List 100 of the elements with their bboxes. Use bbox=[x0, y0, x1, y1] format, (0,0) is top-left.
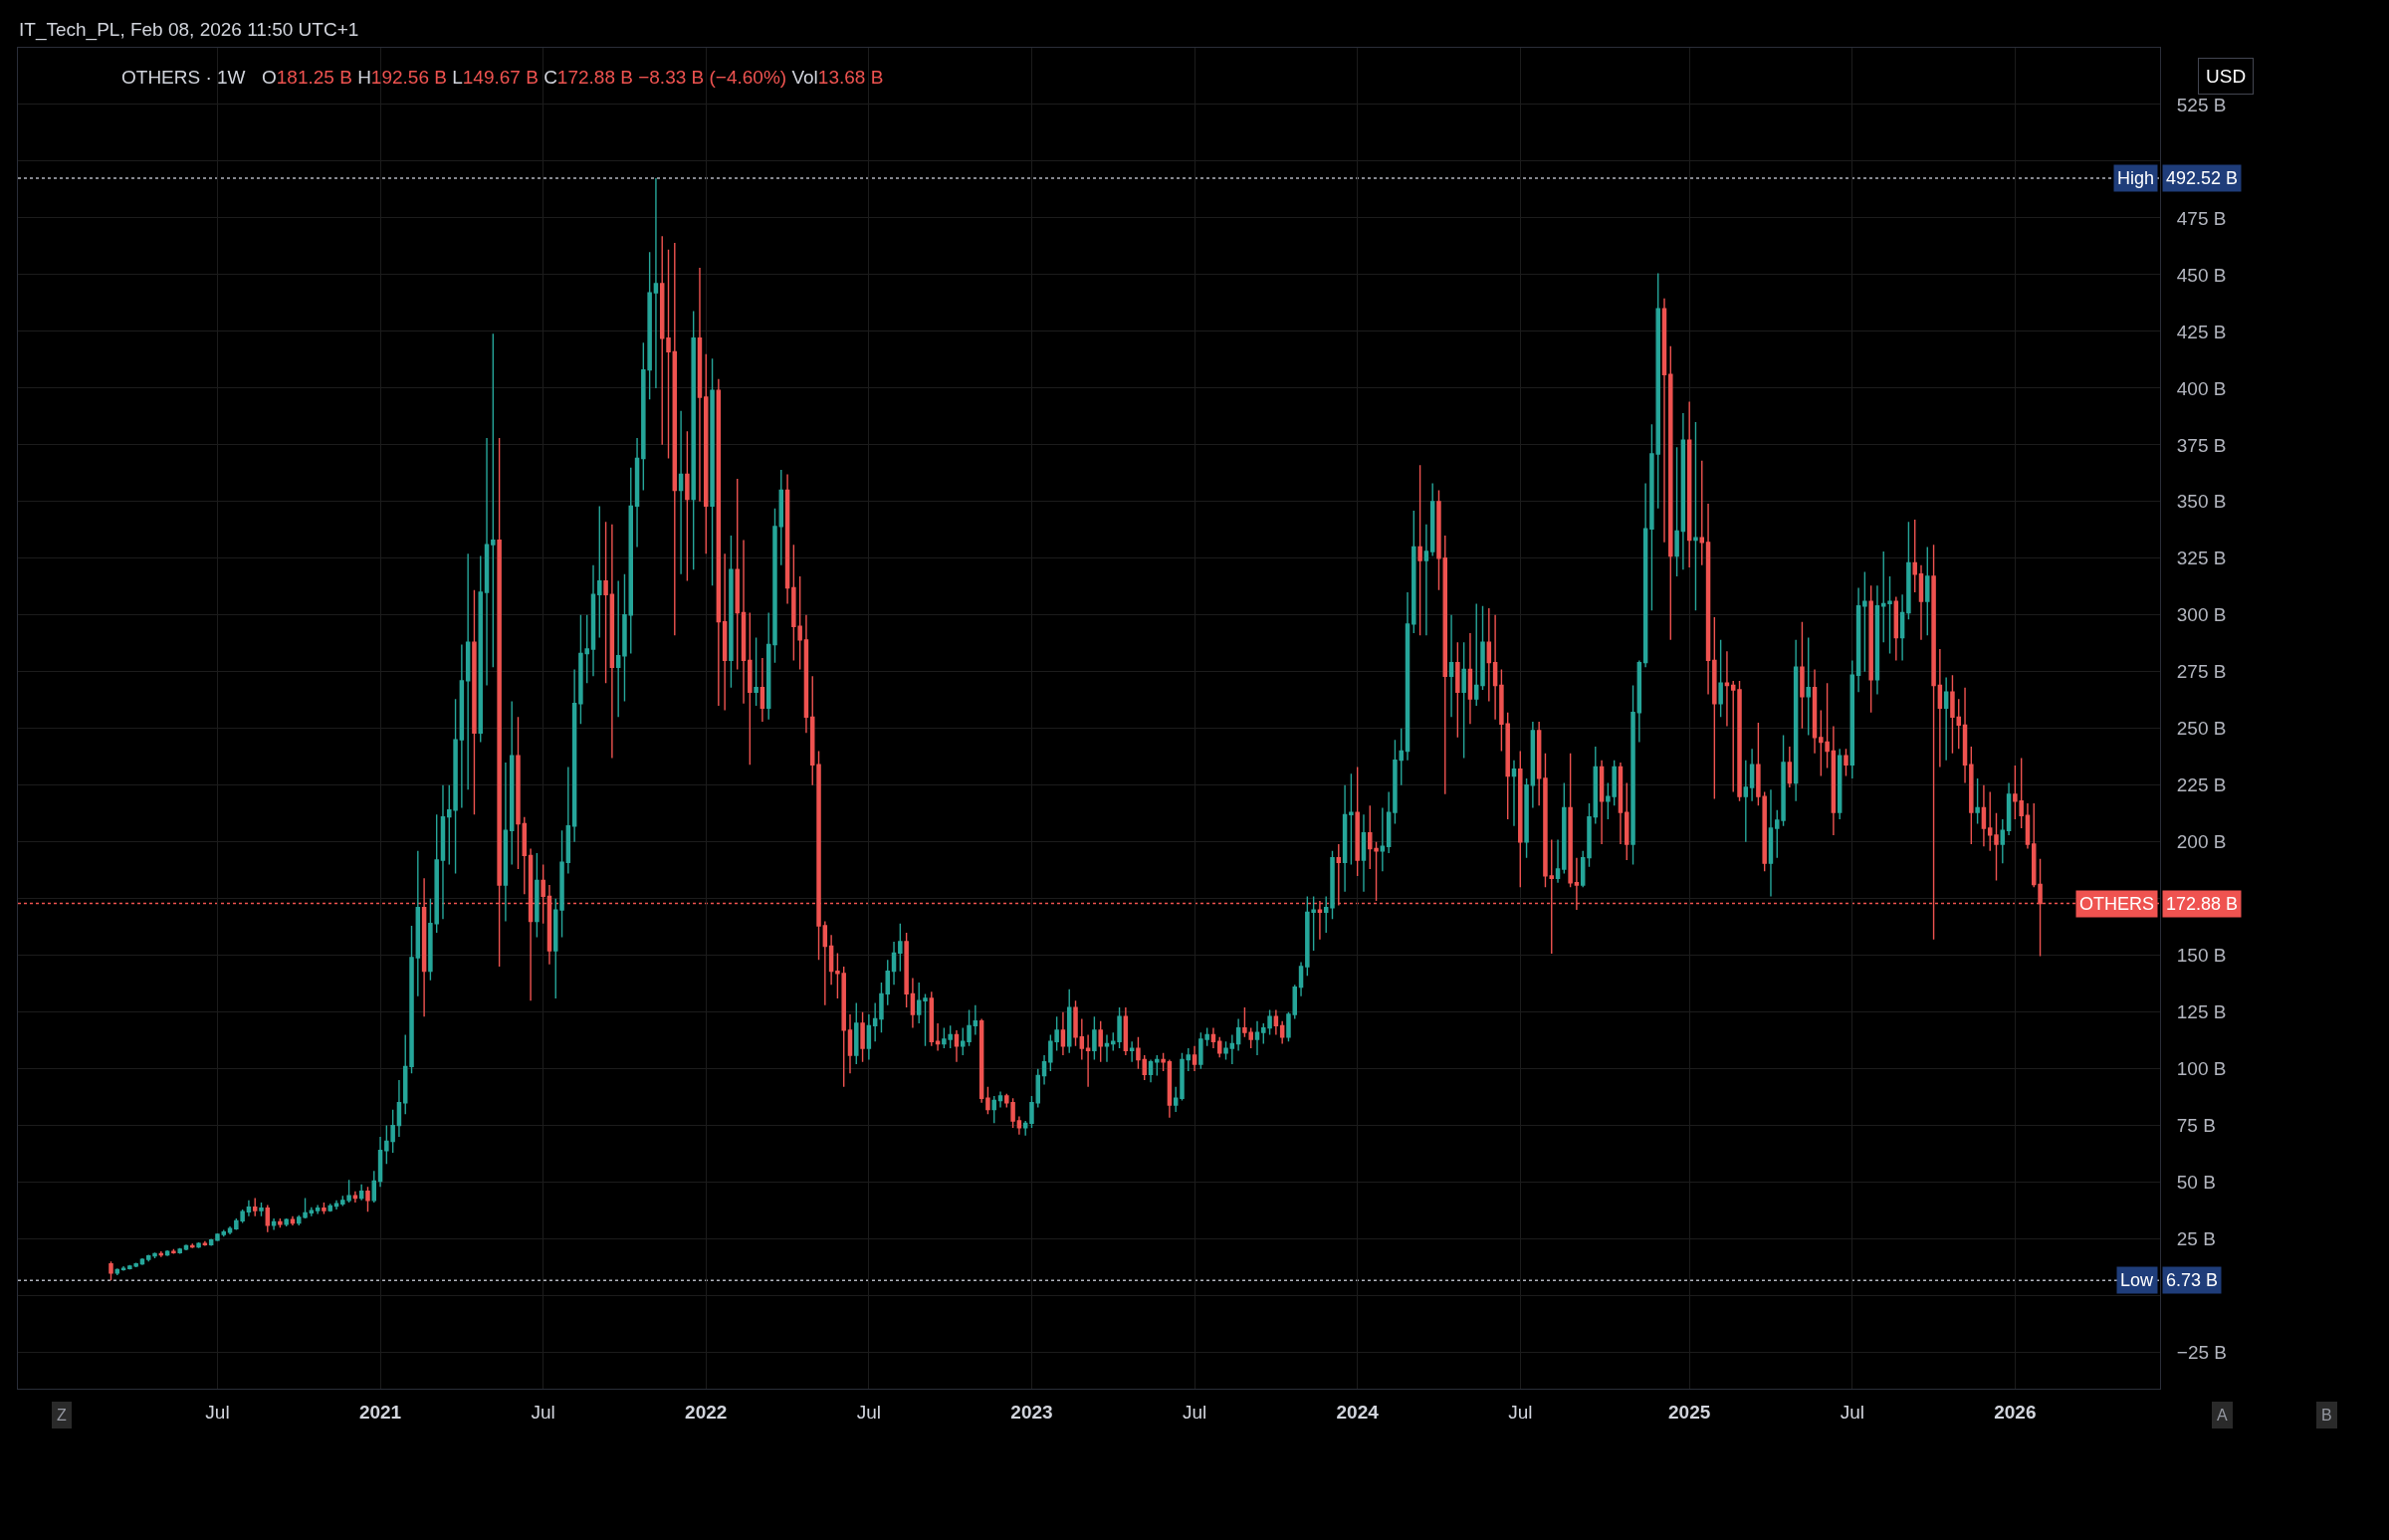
candlestick bbox=[1937, 648, 1943, 769]
candlestick bbox=[666, 249, 671, 460]
candlestick bbox=[516, 716, 521, 870]
candlestick bbox=[609, 523, 615, 760]
candlestick bbox=[691, 310, 696, 570]
candlestick bbox=[371, 1170, 377, 1204]
candlestick bbox=[559, 829, 564, 939]
candlestick bbox=[278, 1217, 283, 1228]
candlestick bbox=[252, 1197, 258, 1217]
candlestick bbox=[1092, 1015, 1097, 1061]
candlestick bbox=[1448, 614, 1454, 719]
y-tick-label: 200 B bbox=[2176, 831, 2227, 853]
candlestick bbox=[904, 932, 909, 1008]
y-tick-label: 250 B bbox=[2176, 718, 2227, 740]
candlestick bbox=[628, 466, 633, 655]
candlestick bbox=[1887, 575, 1892, 655]
candlestick bbox=[803, 614, 809, 735]
candlestick bbox=[571, 668, 577, 843]
candlestick bbox=[1925, 546, 1930, 637]
candlestick bbox=[1555, 838, 1561, 884]
candlestick bbox=[1349, 772, 1354, 866]
candlestick bbox=[685, 430, 690, 582]
candlestick bbox=[1568, 753, 1573, 888]
y-tick-label: 150 B bbox=[2176, 945, 2227, 967]
candlestick bbox=[1705, 503, 1711, 696]
y-tick-label: −25 B bbox=[2176, 1342, 2227, 1364]
y-tick-label: 375 B bbox=[2176, 434, 2227, 456]
candlestick bbox=[484, 437, 490, 687]
candlestick bbox=[183, 1243, 189, 1250]
candlestick bbox=[954, 1029, 960, 1063]
x-tick-label: Jul bbox=[1508, 1401, 1533, 1423]
candlestick bbox=[973, 1004, 978, 1036]
candlestick bbox=[1173, 1086, 1179, 1113]
candlestick bbox=[1536, 721, 1542, 806]
candlestick bbox=[1511, 759, 1517, 827]
candlestick bbox=[1768, 788, 1774, 898]
y-tick-label: 425 B bbox=[2176, 321, 2227, 342]
candlestick bbox=[503, 762, 509, 923]
candlestick bbox=[710, 357, 715, 586]
candlestick bbox=[872, 1001, 878, 1042]
candlestick bbox=[1893, 595, 1899, 662]
candlestick bbox=[741, 539, 747, 705]
candlestick bbox=[978, 1017, 984, 1104]
candlestick bbox=[1085, 1033, 1091, 1088]
candlestick bbox=[1098, 1020, 1103, 1063]
candlestick bbox=[590, 563, 596, 678]
candlestick bbox=[1975, 777, 1980, 825]
candlestick bbox=[271, 1217, 277, 1231]
candlestick bbox=[1386, 790, 1392, 854]
candlestick bbox=[1066, 989, 1072, 1054]
candlestick bbox=[2032, 802, 2037, 888]
candlestick bbox=[772, 507, 777, 664]
y-tick-label: 300 B bbox=[2176, 604, 2227, 626]
candlestick bbox=[333, 1200, 339, 1210]
candlestick bbox=[2000, 818, 2006, 864]
candlestick bbox=[891, 941, 897, 986]
candlestick bbox=[1806, 636, 1811, 737]
candlestick bbox=[227, 1225, 233, 1235]
candlestick bbox=[1380, 806, 1386, 873]
candlestick bbox=[879, 982, 884, 1033]
candlestick bbox=[1155, 1054, 1160, 1077]
candlestick bbox=[1235, 1017, 1241, 1052]
y-tick-label: 75 B bbox=[2176, 1115, 2216, 1137]
candlestick bbox=[1186, 1047, 1192, 1072]
text: O181.25 B H192.56 B L149.67 B C172.88 B −8.33 B (−4.60%) Vol13.68 B bbox=[262, 67, 884, 88]
candlestick bbox=[985, 1086, 990, 1115]
candlestick bbox=[1943, 676, 1949, 762]
candlestick bbox=[415, 850, 421, 997]
candlestick bbox=[1073, 999, 1078, 1047]
candlestick bbox=[1161, 1051, 1166, 1072]
candlestick bbox=[1192, 1045, 1197, 1072]
candlestick bbox=[202, 1240, 208, 1247]
candlestick bbox=[327, 1203, 332, 1211]
candlestick bbox=[1562, 781, 1567, 875]
candlestick bbox=[1223, 1040, 1228, 1061]
candlestick bbox=[1254, 1020, 1260, 1056]
candlestick bbox=[1079, 1017, 1085, 1061]
candlestick bbox=[1906, 521, 1911, 621]
candlestick bbox=[1167, 1058, 1173, 1119]
candlestick bbox=[765, 611, 771, 721]
candlestick bbox=[1022, 1120, 1028, 1137]
candlestick bbox=[522, 815, 528, 895]
candlestick bbox=[1016, 1115, 1022, 1136]
candlestick bbox=[535, 852, 540, 939]
candlestick bbox=[1286, 1010, 1291, 1042]
candlestick bbox=[1674, 446, 1679, 577]
x-tick-label: 2022 bbox=[685, 1401, 728, 1423]
candlestick bbox=[704, 352, 709, 554]
candlestick bbox=[1323, 895, 1329, 934]
candlestick bbox=[1918, 563, 1924, 641]
candlestick bbox=[1987, 790, 1993, 852]
candlestick bbox=[1104, 1033, 1110, 1063]
x-tick-label: Jul bbox=[531, 1401, 555, 1423]
text: A bbox=[2217, 1407, 2228, 1424]
candlestick bbox=[472, 589, 477, 816]
candlestick bbox=[1480, 604, 1485, 691]
candlestick bbox=[1981, 784, 1987, 847]
candlestick bbox=[854, 1001, 859, 1065]
y-tick-label: 475 B bbox=[2176, 207, 2227, 229]
y-tick-label: 400 B bbox=[2176, 377, 2227, 399]
